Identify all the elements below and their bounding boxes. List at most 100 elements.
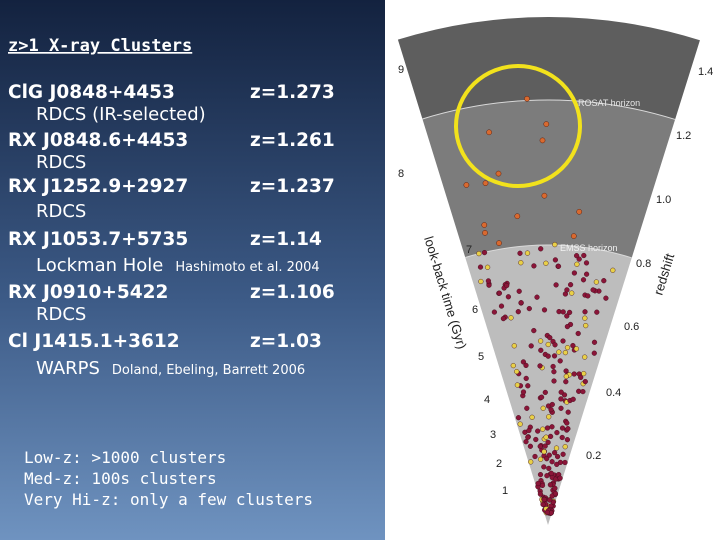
cluster-dot	[590, 287, 596, 293]
cluster-dot	[542, 389, 548, 396]
cluster-dot	[570, 343, 576, 349]
cluster-dot	[593, 279, 600, 285]
cluster-dot	[540, 501, 546, 508]
cluster-dot	[564, 420, 570, 426]
cluster-dot	[496, 240, 502, 246]
cluster-dot	[505, 294, 512, 300]
cluster-dot	[560, 338, 566, 344]
redshift-tick-label: 1.4	[698, 66, 713, 78]
cluster-dot	[527, 443, 534, 449]
cluster-name: Cl J1415.1+3612	[8, 331, 180, 352]
slide-title: z>1 X-ray Clusters	[8, 36, 192, 56]
cluster-dot	[569, 290, 575, 296]
cluster-dot	[557, 358, 563, 364]
cluster-dot	[555, 263, 562, 269]
cluster-dot	[534, 294, 540, 300]
cluster-survey: WARPS	[36, 358, 100, 379]
cluster-dot	[591, 339, 598, 345]
cluster-dot	[594, 309, 600, 315]
cluster-dot	[485, 278, 492, 284]
cluster-dot	[482, 180, 489, 187]
cluster-redshift: z=1.03	[250, 331, 322, 352]
text-panel: z>1 X-ray Clusters ClG J0848+4453 z=1.273…	[8, 36, 335, 509]
cluster-dot	[537, 491, 544, 497]
cluster-dot	[564, 324, 571, 330]
cluster-dot	[559, 434, 565, 441]
cluster-dot	[481, 250, 488, 256]
cluster-dot	[535, 480, 541, 487]
cluster-dot	[548, 407, 554, 413]
cluster-dot	[543, 121, 550, 127]
cluster-dot	[514, 213, 521, 220]
redshift-tick-label: 0.2	[586, 450, 601, 462]
cluster-survey: RDCS	[36, 201, 86, 222]
cluster-dot	[495, 170, 502, 177]
cluster-dot	[549, 459, 555, 465]
cluster-dot	[564, 313, 570, 319]
lookback-tick-label: 3	[490, 429, 496, 441]
note: Med-z: 100s clusters	[24, 469, 217, 488]
cluster-dot	[523, 375, 529, 382]
horizon-arc	[422, 99, 676, 120]
cluster-dot	[523, 439, 529, 445]
cluster-dot	[539, 137, 546, 144]
cluster-dot	[486, 129, 492, 136]
redshift-tick-label: 1.2	[676, 130, 691, 142]
cluster-dot	[544, 473, 550, 479]
cluster-dot	[562, 350, 569, 356]
note: Very Hi-z: only a few clusters	[24, 490, 313, 509]
cluster-dot	[576, 256, 582, 262]
cluster-dot	[511, 343, 517, 349]
cluster-dot	[570, 396, 576, 402]
cluster-redshift: z=1.14	[250, 229, 322, 250]
cluster-dot	[518, 260, 524, 266]
cluster-dot	[565, 426, 571, 432]
cluster-dot	[543, 434, 549, 440]
note: Low-z: >1000 clusters	[24, 448, 226, 467]
cluster-dot	[523, 362, 529, 369]
cluster-dot	[547, 335, 553, 341]
cluster-dot	[524, 250, 531, 256]
cluster-dot	[546, 465, 552, 472]
cluster-dot	[574, 261, 580, 267]
cone-inner-band	[465, 245, 632, 525]
lookback-tick-label: 8	[398, 168, 404, 180]
cluster-dot	[578, 374, 584, 381]
cluster-dot	[556, 349, 562, 355]
cluster-dot	[463, 182, 470, 188]
cluster-dot	[496, 290, 503, 296]
cluster-dot	[552, 491, 559, 497]
cluster-dot	[560, 451, 566, 457]
cluster-dot	[533, 436, 539, 443]
cluster-dot	[545, 341, 551, 348]
light-cone-figure: 1234567890.20.40.60.81.01.21.4look-back …	[397, 17, 713, 525]
cluster-dot	[582, 354, 588, 360]
lookback-tick-label: 6	[472, 304, 478, 316]
cluster-redshift: z=1.273	[250, 82, 335, 103]
cluster-survey: Lockman Hole	[36, 255, 163, 276]
cluster-dot	[510, 363, 516, 369]
cluster-dot	[559, 425, 566, 431]
horizon-label: EMSS horizon	[560, 243, 618, 253]
cluster-dot	[515, 415, 522, 421]
cluster-name: RX J0910+5422	[8, 282, 168, 303]
cluster-dot	[549, 424, 555, 430]
cluster-dot	[557, 475, 563, 481]
cluster-dot	[544, 425, 551, 431]
cluster-dot	[552, 485, 558, 491]
cluster-name: RX J1252.9+2927	[8, 176, 188, 197]
cluster-dot	[538, 347, 544, 353]
cluster-dot	[585, 293, 591, 299]
cluster-dot	[537, 338, 544, 344]
cluster-dot	[535, 428, 541, 434]
cluster-dot	[481, 222, 488, 228]
cluster-dot	[540, 405, 546, 411]
cluster-dot	[570, 233, 577, 239]
cluster-dot	[542, 443, 548, 449]
cluster-dot	[583, 323, 589, 329]
cluster-dot	[537, 363, 543, 369]
cluster-dot	[547, 433, 554, 440]
cluster-dot	[491, 309, 498, 315]
cluster-dot	[546, 497, 553, 503]
cluster-dot	[573, 346, 580, 352]
